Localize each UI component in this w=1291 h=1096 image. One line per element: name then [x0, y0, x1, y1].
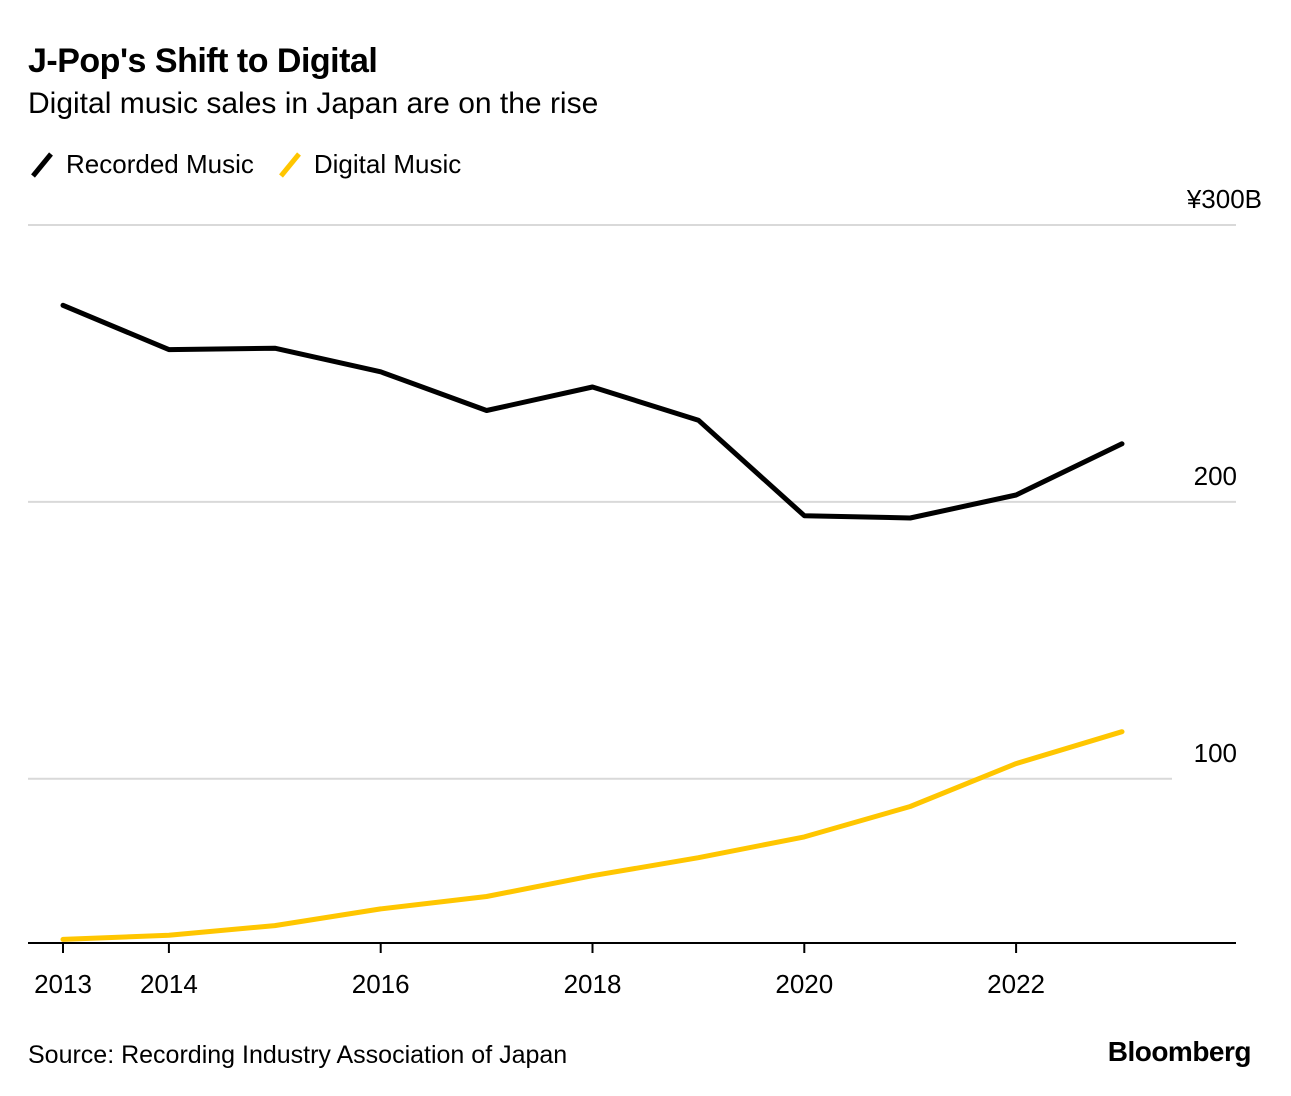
chart-legend: Recorded Music Digital Music [28, 146, 483, 182]
data-point-digital-music-2022 [1014, 761, 1019, 766]
legend-swatch-recorded-music-icon [31, 152, 53, 178]
data-point-digital-music-2017 [484, 894, 489, 899]
data-point-recorded-music-2020 [802, 513, 807, 518]
data-point-recorded-music-2021 [908, 516, 913, 521]
data-point-recorded-music-2014 [166, 347, 171, 352]
axis-layer: 2013 2014 2016 2018 2020 2022 [28, 942, 1236, 999]
data-point-digital-music-2021 [908, 804, 913, 809]
legend-item-digital-music: Digital Music [276, 146, 461, 182]
x-tick-label-2013: 2013 [34, 969, 92, 999]
y-tick-label-100: 100 [1194, 738, 1237, 768]
data-point-recorded-music-2022 [1014, 493, 1019, 498]
data-point-digital-music-2013 [61, 937, 66, 942]
source-note: Source: Recording Industry Association o… [28, 1041, 568, 1069]
chart-title: J-Pop's Shift to Digital [28, 42, 378, 80]
bloomberg-logo: Bloomberg [1107, 1036, 1252, 1067]
data-point-recorded-music-2018 [590, 385, 595, 390]
x-tick-label-2018: 2018 [564, 969, 622, 999]
y-tick-label-200: 200 [1194, 461, 1237, 491]
x-tick-label-2022: 2022 [987, 969, 1045, 999]
x-tick-label-2016: 2016 [352, 969, 410, 999]
x-tick-label-2020: 2020 [775, 969, 833, 999]
series-line-recorded-music [60, 302, 1125, 521]
legend-swatch-digital-music-icon [278, 152, 301, 178]
legend-label-digital-music: Digital Music [313, 149, 462, 179]
data-point-recorded-music-2023 [1120, 441, 1125, 446]
data-point-digital-music-2023 [1120, 729, 1125, 734]
data-point-recorded-music-2015 [272, 346, 277, 351]
data-point-digital-music-2014 [166, 933, 171, 938]
x-tick-label-2014: 2014 [140, 969, 198, 999]
legend-item-recorded-music: Recorded Music [28, 146, 254, 182]
data-point-digital-music-2018 [590, 873, 595, 878]
series-line-digital-music [60, 729, 1125, 942]
series-layer [60, 302, 1125, 942]
data-point-digital-music-2015 [272, 923, 277, 928]
data-point-recorded-music-2017 [484, 408, 489, 413]
grid-layer: 100 200 ¥300B [28, 184, 1262, 780]
data-point-digital-music-2019 [696, 855, 701, 860]
data-point-digital-music-2016 [378, 906, 383, 911]
chart-subtitle: Digital music sales in Japan are on the … [28, 87, 599, 120]
legend-label-recorded-music: Recorded Music [66, 149, 254, 179]
data-point-recorded-music-2019 [696, 418, 701, 423]
data-point-digital-music-2020 [802, 834, 807, 839]
data-point-recorded-music-2013 [61, 303, 66, 308]
data-point-recorded-music-2016 [378, 369, 383, 374]
y-tick-label-300: ¥300B [1186, 184, 1262, 214]
